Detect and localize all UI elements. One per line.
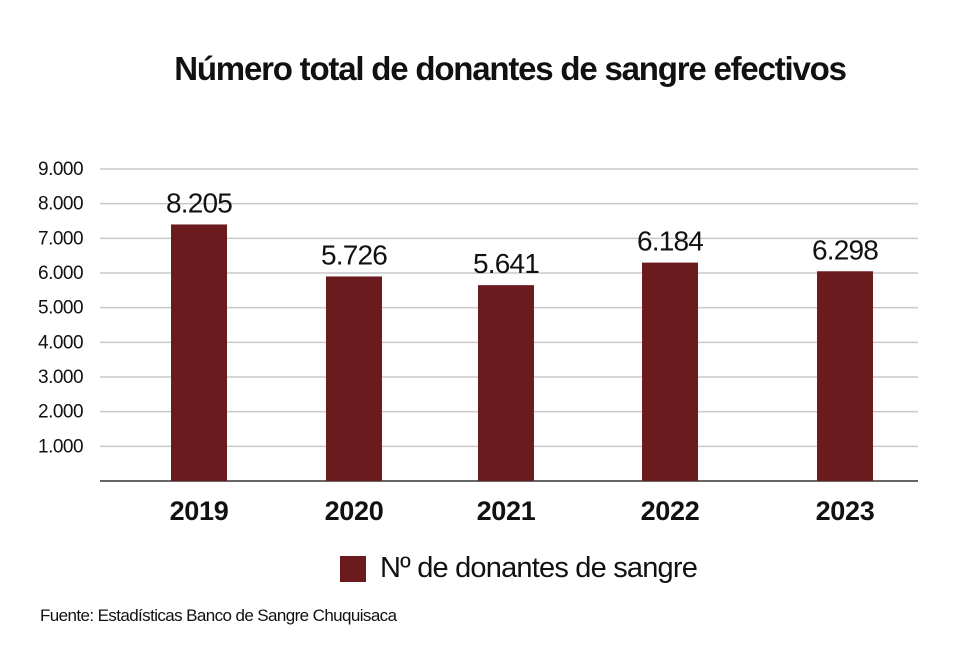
bar bbox=[817, 271, 873, 481]
data-label: 8.205 bbox=[166, 187, 232, 218]
x-tick-label: 2023 bbox=[816, 496, 875, 526]
bar bbox=[642, 262, 698, 481]
chart-legend: Nº de donantes de sangre bbox=[340, 552, 698, 585]
y-tick-label: 7.000 bbox=[38, 228, 83, 249]
legend-swatch bbox=[340, 555, 366, 582]
x-tick-label: 2022 bbox=[641, 496, 700, 526]
chart-title: Número total de donantes de sangre efect… bbox=[174, 50, 847, 87]
data-label: 5.641 bbox=[473, 248, 539, 279]
data-label: 5.726 bbox=[321, 239, 387, 270]
x-tick-label: 2019 bbox=[170, 496, 229, 526]
bar bbox=[478, 285, 534, 481]
data-label: 6.298 bbox=[812, 234, 878, 265]
y-tick-label: 1.000 bbox=[38, 436, 83, 457]
y-tick-label: 2.000 bbox=[38, 402, 83, 423]
y-tick-label: 3.000 bbox=[38, 367, 83, 388]
bar bbox=[326, 276, 382, 481]
bar bbox=[171, 224, 227, 481]
y-tick-label: 4.000 bbox=[38, 332, 83, 353]
y-tick-label: 5.000 bbox=[38, 298, 83, 319]
source-note: Fuente: Estadísticas Banco de Sangre Chu… bbox=[40, 606, 397, 625]
y-tick-label: 6.000 bbox=[38, 263, 83, 284]
x-tick-label: 2021 bbox=[477, 496, 536, 526]
legend-label: Nº de donantes de sangre bbox=[380, 552, 698, 584]
x-tick-label: 2020 bbox=[325, 496, 384, 526]
data-label: 6.184 bbox=[637, 226, 703, 257]
y-tick-label: 8.000 bbox=[38, 194, 83, 215]
y-tick-label: 9.000 bbox=[38, 159, 83, 180]
